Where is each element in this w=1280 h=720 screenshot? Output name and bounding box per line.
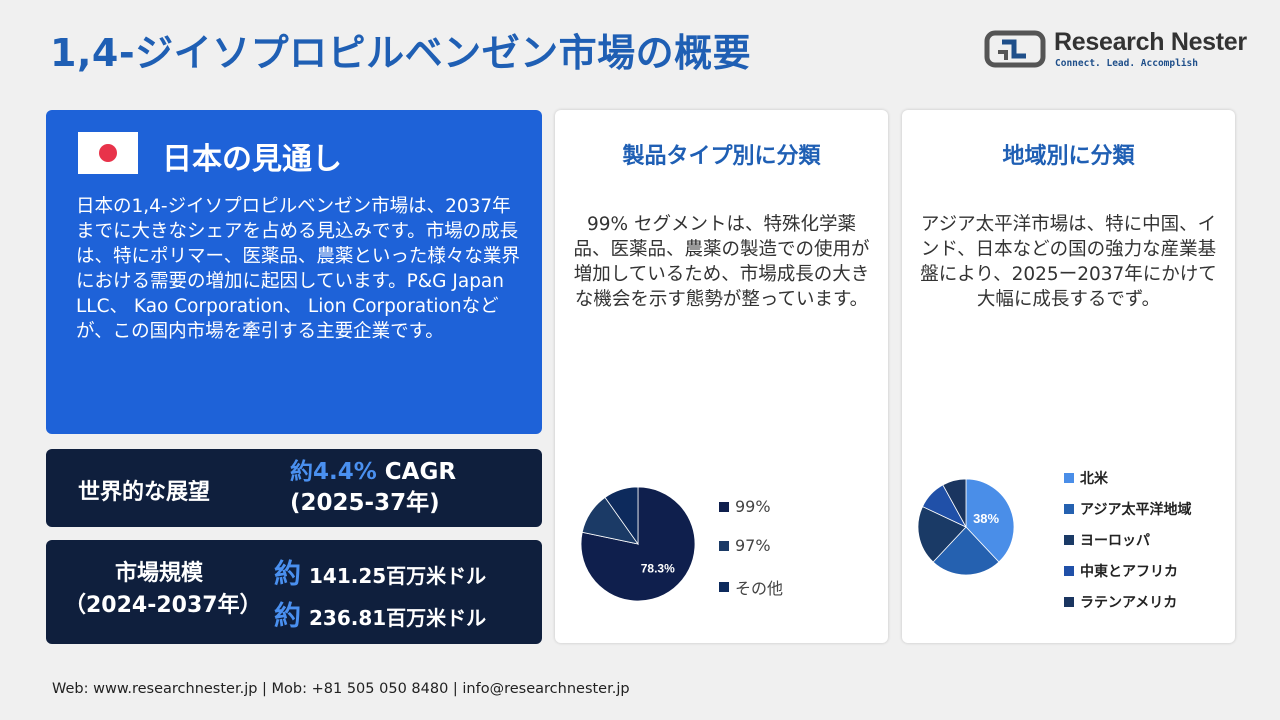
- legend-swatch: [1064, 597, 1074, 607]
- legend-swatch: [719, 582, 729, 592]
- logo-name: Research Nester: [1054, 28, 1247, 56]
- legend-item: 99%: [719, 497, 771, 516]
- global-outlook-card: 世界的な展望 約4.4% CAGR (2025-37年): [46, 449, 542, 527]
- legend-swatch: [719, 540, 729, 551]
- page-title: 1,4-ジイソプロピルベンゼン市場の概要: [50, 31, 752, 75]
- japan-flag-icon: [78, 132, 138, 174]
- footer-contact: Web: www.researchnester.jp | Mob: +81 50…: [52, 681, 630, 697]
- region-title: 地域別に分類: [1002, 144, 1135, 169]
- logo-tagline: Connect. Lead. Accomplish: [1055, 58, 1198, 69]
- pie-slice-3: [604, 487, 639, 546]
- legend-item: その他: [719, 575, 783, 599]
- approx-prefix: 約: [274, 559, 301, 590]
- region-segment-card: 地域別に分類 アジア太平洋市場は、特に中国、インド、日本などの国の強力な産業基盤…: [902, 110, 1235, 643]
- region-legend: 北米アジア太平洋地域 ヨーロッパ中東とアフリカ ラテンアメリカ: [1064, 468, 1224, 618]
- legend-label: 97%: [735, 536, 771, 555]
- cagr-prefix: 約: [290, 459, 313, 485]
- legend-label: 北米: [1080, 471, 1108, 487]
- legend-item: ヨーロッパ: [1064, 530, 1150, 550]
- legend-item: 中東とアフリカ: [1064, 561, 1178, 581]
- legend-item: 北米: [1064, 468, 1108, 488]
- legend-label: 中東とアフリカ: [1080, 564, 1178, 580]
- research-nester-logo-icon: [984, 30, 1046, 68]
- market-size-2037: 約 236.81百万米ドル: [274, 594, 486, 633]
- company-logo[interactable]: Research Nester Connect. Lead. Accomplis…: [984, 28, 1247, 72]
- outlook-text: 日本の1,4-ジイソプロピルベンゼン市場は、2037年までに大きなシェアを占める…: [76, 196, 520, 342]
- legend-item: アジア太平洋地域: [1064, 499, 1191, 519]
- region-pie-chart: 38%: [918, 479, 1014, 575]
- legend-label: ラテンアメリカ: [1080, 595, 1178, 611]
- market-size-2024: 約 141.25百万米ドル: [274, 552, 486, 591]
- market-size-label: 市場規模 （2024-2037年）: [64, 558, 262, 622]
- market-size-card: 市場規模 （2024-2037年） 約 141.25百万米ドル 約 236.81百万…: [46, 540, 542, 644]
- pie-slice-5: [942, 479, 967, 528]
- cagr-value: 約4.4% CAGR (2025-37年): [290, 457, 456, 519]
- approx-prefix: 約: [274, 601, 301, 632]
- product-type-legend: 99% 97% その他: [719, 497, 839, 607]
- pie-slice-3: [918, 506, 967, 563]
- segment-title: 製品タイプ別に分類: [622, 144, 821, 169]
- pie-data-label: 78.3%: [641, 561, 675, 575]
- cagr-rate: 4.4%: [313, 459, 377, 485]
- market-size-label-line2: （2024-2037年）: [64, 593, 262, 618]
- outlook-title: 日本の見通し: [162, 142, 342, 177]
- legend-item: 97%: [719, 536, 771, 555]
- pie-slice-1: [965, 479, 1014, 563]
- legend-swatch: [1064, 473, 1074, 483]
- cagr-suffix: CAGR: [376, 459, 457, 485]
- legend-label: 99%: [735, 497, 771, 516]
- pie-slice-1: [581, 487, 695, 601]
- market-value-2024: 141.25百万米ドル: [309, 564, 487, 588]
- pie-data-label: 38%: [973, 511, 999, 526]
- product-type-pie-chart: 78.3%: [581, 487, 695, 601]
- legend-label: アジア太平洋地域: [1080, 502, 1192, 518]
- legend-label: ヨーロッパ: [1080, 533, 1150, 549]
- market-size-label-line1: 市場規模: [114, 561, 203, 586]
- legend-swatch: [719, 501, 729, 512]
- segment-text: 99% セグメントは、特殊化学薬品、医薬品、農薬の製造での使用が増加しているため…: [573, 214, 870, 310]
- global-outlook-label: 世界的な展望: [78, 480, 211, 505]
- legend-swatch: [1064, 504, 1074, 514]
- cagr-period: (2025-37年): [290, 490, 440, 516]
- product-type-segment-card: 製品タイプ別に分類 99% セグメントは、特殊化学薬品、医薬品、農薬の製造での使…: [555, 110, 888, 643]
- region-text: アジア太平洋市場は、特に中国、インド、日本などの国の強力な産業基盤により、202…: [920, 214, 1217, 310]
- pie-slice-2: [932, 526, 1000, 575]
- legend-item: ラテンアメリカ: [1064, 592, 1177, 612]
- legend-label: その他: [735, 579, 784, 598]
- legend-swatch: [1064, 566, 1074, 576]
- japan-outlook-card: 日本の見通し 日本の1,4-ジイソプロピルベンゼン市場は、2037年までに大きな…: [46, 110, 542, 434]
- legend-swatch: [1064, 535, 1074, 545]
- market-value-2037: 236.81百万米ドル: [309, 606, 487, 630]
